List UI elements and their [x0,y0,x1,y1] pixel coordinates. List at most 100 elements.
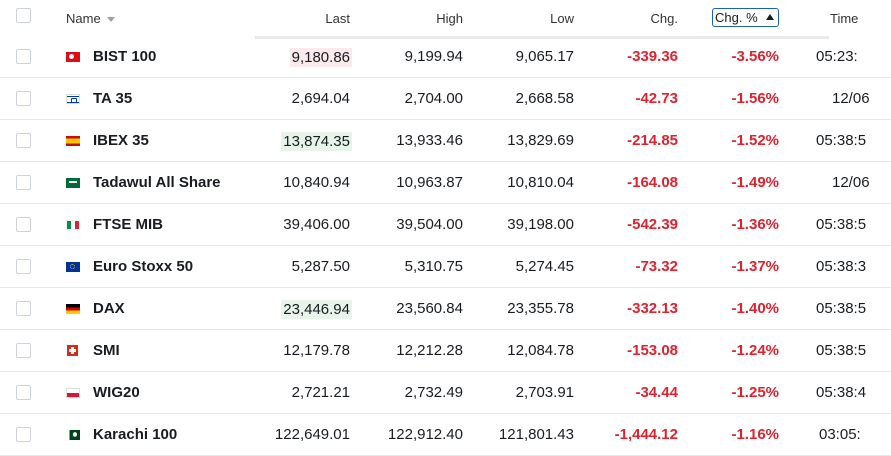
eu-flag-icon [66,262,80,272]
select-all-checkbox[interactable] [16,8,31,23]
change-value: -332.13 [627,300,678,317]
change-value: -164.08 [627,174,678,191]
change-percent-value: -3.56% [731,48,779,65]
table-row[interactable]: Karachi 100 122,649.01 122,912.40 121,80… [0,414,891,456]
change-percent-value: -1.37% [731,258,779,275]
low-value: 121,801.43 [498,426,574,443]
table-row[interactable]: FTSE MIB 39,406.00 39,504.00 39,198.00 -… [0,204,891,246]
index-name[interactable]: TA 35 [93,90,133,107]
time-value: 05:23: [816,48,858,65]
table-row[interactable]: DAX 23,446.94 23,560.84 23,355.78 -332.1… [0,288,891,330]
index-name[interactable]: BIST 100 [93,48,157,65]
last-value: 23,446.94 [281,300,352,319]
column-header-time[interactable]: Time [830,11,859,26]
low-value: 23,355.78 [507,300,574,317]
high-value: 39,504.00 [396,216,463,233]
table-header: Name Last High Low Chg. Chg. % Time [0,0,891,39]
low-value: 2,703.91 [515,384,574,401]
time-value: 05:38:3 [816,258,867,275]
time-value: 05:38:5 [816,300,867,317]
table-row[interactable]: TA 35 2,694.04 2,704.00 2,668.58 -42.73 … [0,78,891,120]
table-row[interactable]: BIST 100 9,180.86 9,199.94 9,065.17 -339… [0,36,891,78]
column-header-low[interactable]: Low [550,11,574,26]
change-percent-value: -1.36% [731,216,779,233]
change-percent-value: -1.40% [731,300,779,317]
row-checkbox[interactable] [16,427,31,442]
last-value: 9,180.86 [289,48,352,67]
sort-ascending-icon [766,14,774,20]
change-percent-value: -1.24% [731,342,779,359]
change-percent-value: -1.52% [731,132,779,149]
column-header-name[interactable]: Name [66,11,115,26]
row-checkbox[interactable] [16,217,31,232]
index-name[interactable]: IBEX 35 [93,132,149,149]
last-value: 2,694.04 [291,90,350,107]
change-percent-value: -1.49% [731,174,779,191]
time-value: 05:38:5 [816,342,867,359]
column-header-high[interactable]: High [436,11,463,26]
change-value: -34.44 [635,384,678,401]
column-header-chg-pct-label: Chg. % [715,10,758,25]
change-value: -1,444.12 [614,426,678,443]
column-header-chg-pct[interactable]: Chg. % [712,8,779,27]
change-percent-value: -1.56% [731,90,779,107]
row-checkbox[interactable] [16,259,31,274]
index-name[interactable]: Tadawul All Share [93,174,221,191]
table-row[interactable]: IBEX 35 13,874.35 13,933.46 13,829.69 -2… [0,120,891,162]
change-percent-value: -1.25% [731,384,779,401]
spain-flag-icon [66,136,80,146]
time-value: 05:38:5 [816,132,867,149]
last-value: 5,287.50 [291,258,350,275]
poland-flag-icon [66,388,80,398]
change-value: -73.32 [635,258,678,275]
high-value: 13,933.46 [396,132,463,149]
last-value: 2,721.21 [291,384,350,401]
table-row[interactable]: SMI 12,179.78 12,212.28 12,084.78 -153.0… [0,330,891,372]
low-value: 5,274.45 [515,258,574,275]
row-checkbox[interactable] [16,175,31,190]
israel-flag-icon [66,94,80,104]
last-value: 12,179.78 [283,342,350,359]
column-header-chg[interactable]: Chg. [650,11,678,26]
saudi-arabia-flag-icon [66,178,80,188]
index-name[interactable]: SMI [93,342,120,359]
pakistan-flag-icon [66,430,80,440]
table-row[interactable]: WIG20 2,721.21 2,732.49 2,703.91 -34.44 … [0,372,891,414]
low-value: 9,065.17 [515,48,574,65]
low-value: 39,198.00 [507,216,574,233]
last-value: 122,649.01 [274,426,350,443]
row-checkbox[interactable] [16,49,31,64]
high-value: 9,199.94 [404,48,463,65]
row-checkbox[interactable] [16,91,31,106]
low-value: 10,810.04 [507,174,574,191]
chevron-down-icon [106,17,115,23]
index-name[interactable]: Karachi 100 [93,426,178,443]
time-value: 05:38:4 [816,384,867,401]
table-row[interactable]: Euro Stoxx 50 5,287.50 5,310.75 5,274.45… [0,246,891,288]
index-name[interactable]: Euro Stoxx 50 [93,258,194,275]
table-row[interactable]: Tadawul All Share 10,840.94 10,963.87 10… [0,162,891,204]
row-checkbox[interactable] [16,133,31,148]
italy-flag-icon [66,220,80,230]
change-percent-value: -1.16% [731,426,779,443]
high-value: 122,912.40 [387,426,463,443]
change-value: -214.85 [627,132,678,149]
high-value: 2,704.00 [404,90,463,107]
index-name[interactable]: FTSE MIB [93,216,163,233]
row-checkbox[interactable] [16,301,31,316]
change-value: -339.36 [627,48,678,65]
change-value: -153.08 [627,342,678,359]
time-value: 05:38:5 [816,216,867,233]
column-header-name-label: Name [66,11,101,26]
high-value: 2,732.49 [404,384,463,401]
switzerland-flag-icon [67,345,78,356]
index-name[interactable]: DAX [93,300,125,317]
row-checkbox[interactable] [16,343,31,358]
column-header-last[interactable]: Last [325,11,350,26]
index-name[interactable]: WIG20 [93,384,140,401]
row-checkbox[interactable] [16,385,31,400]
low-value: 12,084.78 [507,342,574,359]
turkey-flag-icon [66,52,80,62]
change-value: -42.73 [635,90,678,107]
